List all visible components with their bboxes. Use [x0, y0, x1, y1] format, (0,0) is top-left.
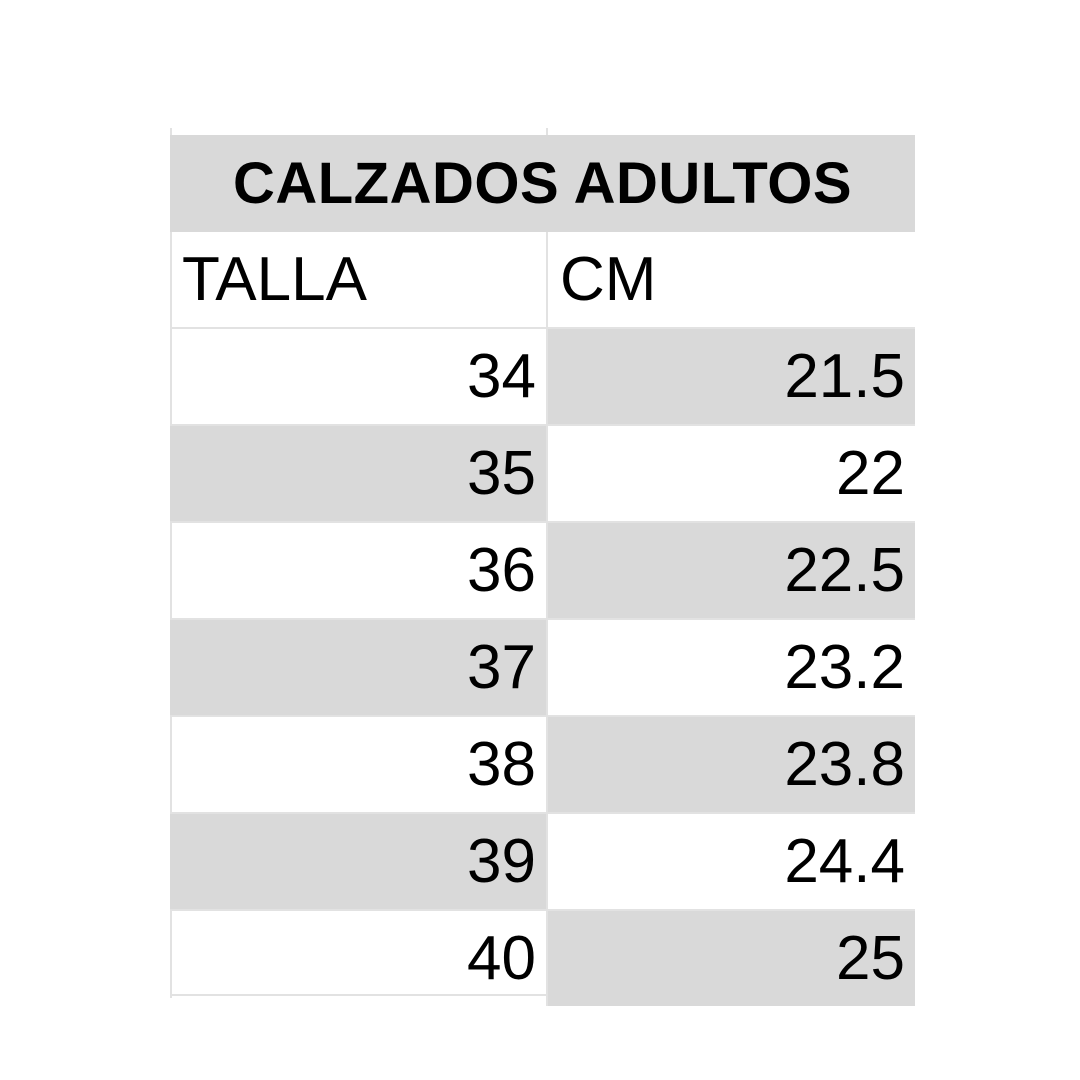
- cell-cm: 21.5: [547, 327, 915, 425]
- cell-cm: 22: [547, 424, 915, 522]
- cell-cm: 23.2: [547, 618, 915, 716]
- cell-talla: 36: [170, 521, 548, 619]
- table-row: 36 22.5: [170, 521, 915, 619]
- cell-talla: 40: [170, 909, 548, 1006]
- table-row: 39 24.4: [170, 812, 915, 910]
- table-row: 34 21.5: [170, 327, 915, 425]
- header-cm: CM: [560, 245, 657, 314]
- cell-talla: 34: [170, 327, 548, 425]
- cell-talla: 38: [170, 715, 548, 813]
- gridline-mid-top: [546, 128, 548, 138]
- table-row: 35 22: [170, 424, 915, 522]
- gridline-bottom: [170, 994, 547, 996]
- cell-cm: 24.4: [547, 812, 915, 910]
- cell-talla: 39: [170, 812, 548, 910]
- table-row: 37 23.2: [170, 618, 915, 716]
- header-talla: TALLA: [170, 232, 548, 328]
- cell-cm: 23.8: [547, 715, 915, 813]
- table-row: 38 23.8: [170, 715, 915, 813]
- table-title: CALZADOS ADULTOS: [170, 135, 915, 232]
- cell-cm: 22.5: [547, 521, 915, 619]
- cell-talla: 35: [170, 424, 548, 522]
- table-row: 40 25: [170, 909, 915, 1006]
- cell-talla: 37: [170, 618, 548, 716]
- cell-cm: 25: [547, 909, 915, 1006]
- size-table: CALZADOS ADULTOS TALLA CM 34 21.5 35 22 …: [170, 135, 915, 1006]
